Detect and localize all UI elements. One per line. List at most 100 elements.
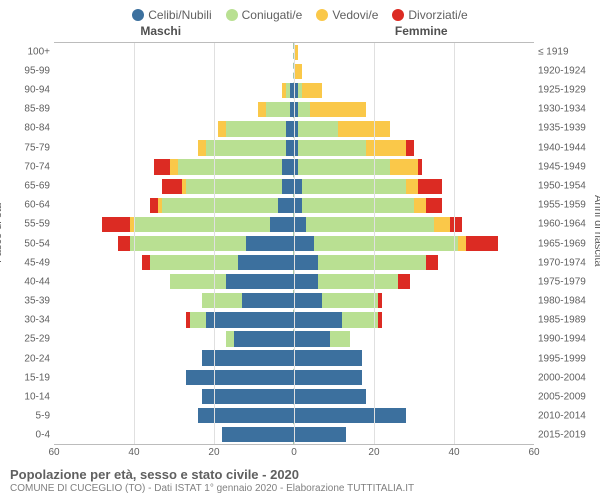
segment-single [282, 159, 294, 174]
legend-item: Coniugati/e [226, 8, 303, 22]
x-tick: 60 [528, 447, 539, 458]
age-label: 0-4 [36, 430, 50, 441]
segment-single [198, 408, 294, 423]
segment-widowed [366, 140, 406, 155]
segment-married [178, 159, 282, 174]
segment-divorced [450, 217, 462, 232]
legend-label: Vedovi/e [332, 8, 378, 22]
birthyear-label: 1970-1974 [538, 257, 586, 268]
male-bar [54, 408, 294, 423]
age-label: 80-84 [24, 123, 50, 134]
male-bar [54, 370, 294, 385]
x-tick: 40 [128, 447, 139, 458]
segment-single [294, 255, 318, 270]
segment-married [186, 179, 282, 194]
female-bar [294, 217, 534, 232]
age-label: 10-14 [24, 392, 50, 403]
segment-single [226, 274, 294, 289]
age-label: 50-54 [24, 238, 50, 249]
segment-married [298, 121, 338, 136]
gridline [454, 43, 455, 444]
segment-widowed [198, 140, 206, 155]
segment-single [294, 427, 346, 442]
female-bar [294, 83, 534, 98]
segment-single [294, 408, 406, 423]
segment-single [294, 312, 342, 327]
segment-divorced [154, 159, 170, 174]
male-bar [54, 255, 294, 270]
segment-married [318, 255, 426, 270]
segment-widowed [406, 179, 418, 194]
segment-single [294, 236, 314, 251]
x-tick: 60 [48, 447, 59, 458]
birthyear-label: 1980-1984 [538, 296, 586, 307]
segment-divorced [406, 140, 414, 155]
y-axis-left: Fasce di età 100+95-9990-9485-8980-8475-… [10, 42, 54, 445]
birthyear-label: 1930-1934 [538, 104, 586, 115]
birthyear-label: 2005-2009 [538, 392, 586, 403]
age-label: 5-9 [36, 411, 50, 422]
segment-married [130, 236, 246, 251]
legend-item: Celibi/Nubili [132, 8, 211, 22]
male-bar [54, 389, 294, 404]
age-label: 65-69 [24, 180, 50, 191]
birthyear-label: 1960-1964 [538, 219, 586, 230]
segment-married [298, 102, 310, 117]
segment-single [286, 121, 294, 136]
female-bar [294, 64, 534, 79]
segment-widowed [294, 64, 302, 79]
gridline [214, 43, 215, 444]
age-label: 95-99 [24, 65, 50, 76]
segment-divorced [102, 217, 130, 232]
age-label: 40-44 [24, 276, 50, 287]
segment-married [206, 140, 286, 155]
age-label: 25-29 [24, 334, 50, 345]
legend-item: Divorziati/e [392, 8, 467, 22]
segment-single [294, 331, 330, 346]
birthyear-label: 2000-2004 [538, 372, 586, 383]
birthyear-label: 1975-1979 [538, 276, 586, 287]
segment-divorced [418, 159, 422, 174]
segment-married [322, 293, 378, 308]
segment-divorced [418, 179, 442, 194]
female-bar [294, 255, 534, 270]
birthyear-label: 1985-1989 [538, 315, 586, 326]
segment-single [222, 427, 294, 442]
chart-subtitle: COMUNE DI CUCEGLIO (TO) - Dati ISTAT 1° … [10, 483, 590, 494]
female-bar [294, 159, 534, 174]
segment-married [202, 293, 242, 308]
male-bar [54, 312, 294, 327]
population-pyramid: Maschi Femmine Fasce di età 100+95-9990-… [10, 24, 590, 463]
age-label: 100+ [27, 46, 50, 57]
segment-married [150, 255, 238, 270]
age-label: 15-19 [24, 372, 50, 383]
female-bar [294, 179, 534, 194]
female-bar [294, 236, 534, 251]
y-left-title: Fasce di età [0, 203, 4, 263]
legend-label: Coniugati/e [242, 8, 303, 22]
segment-married [226, 121, 286, 136]
segment-single [206, 312, 294, 327]
female-bar [294, 274, 534, 289]
segment-married [302, 179, 406, 194]
male-bar [54, 64, 294, 79]
birthyear-label: 1940-1944 [538, 142, 586, 153]
segment-single [282, 179, 294, 194]
segment-single [294, 198, 302, 213]
male-bar [54, 274, 294, 289]
legend-swatch [226, 9, 238, 21]
segment-single [246, 236, 294, 251]
female-label: Femmine [395, 24, 448, 38]
segment-single [286, 140, 294, 155]
segment-married [226, 331, 234, 346]
age-label: 90-94 [24, 84, 50, 95]
birthyear-label: ≤ 1919 [538, 46, 569, 57]
male-bar [54, 293, 294, 308]
segment-single [294, 179, 302, 194]
age-label: 45-49 [24, 257, 50, 268]
segment-widowed [338, 121, 390, 136]
x-tick: 40 [448, 447, 459, 458]
legend-swatch [132, 9, 144, 21]
female-bar [294, 427, 534, 442]
birthyear-label: 1950-1954 [538, 180, 586, 191]
